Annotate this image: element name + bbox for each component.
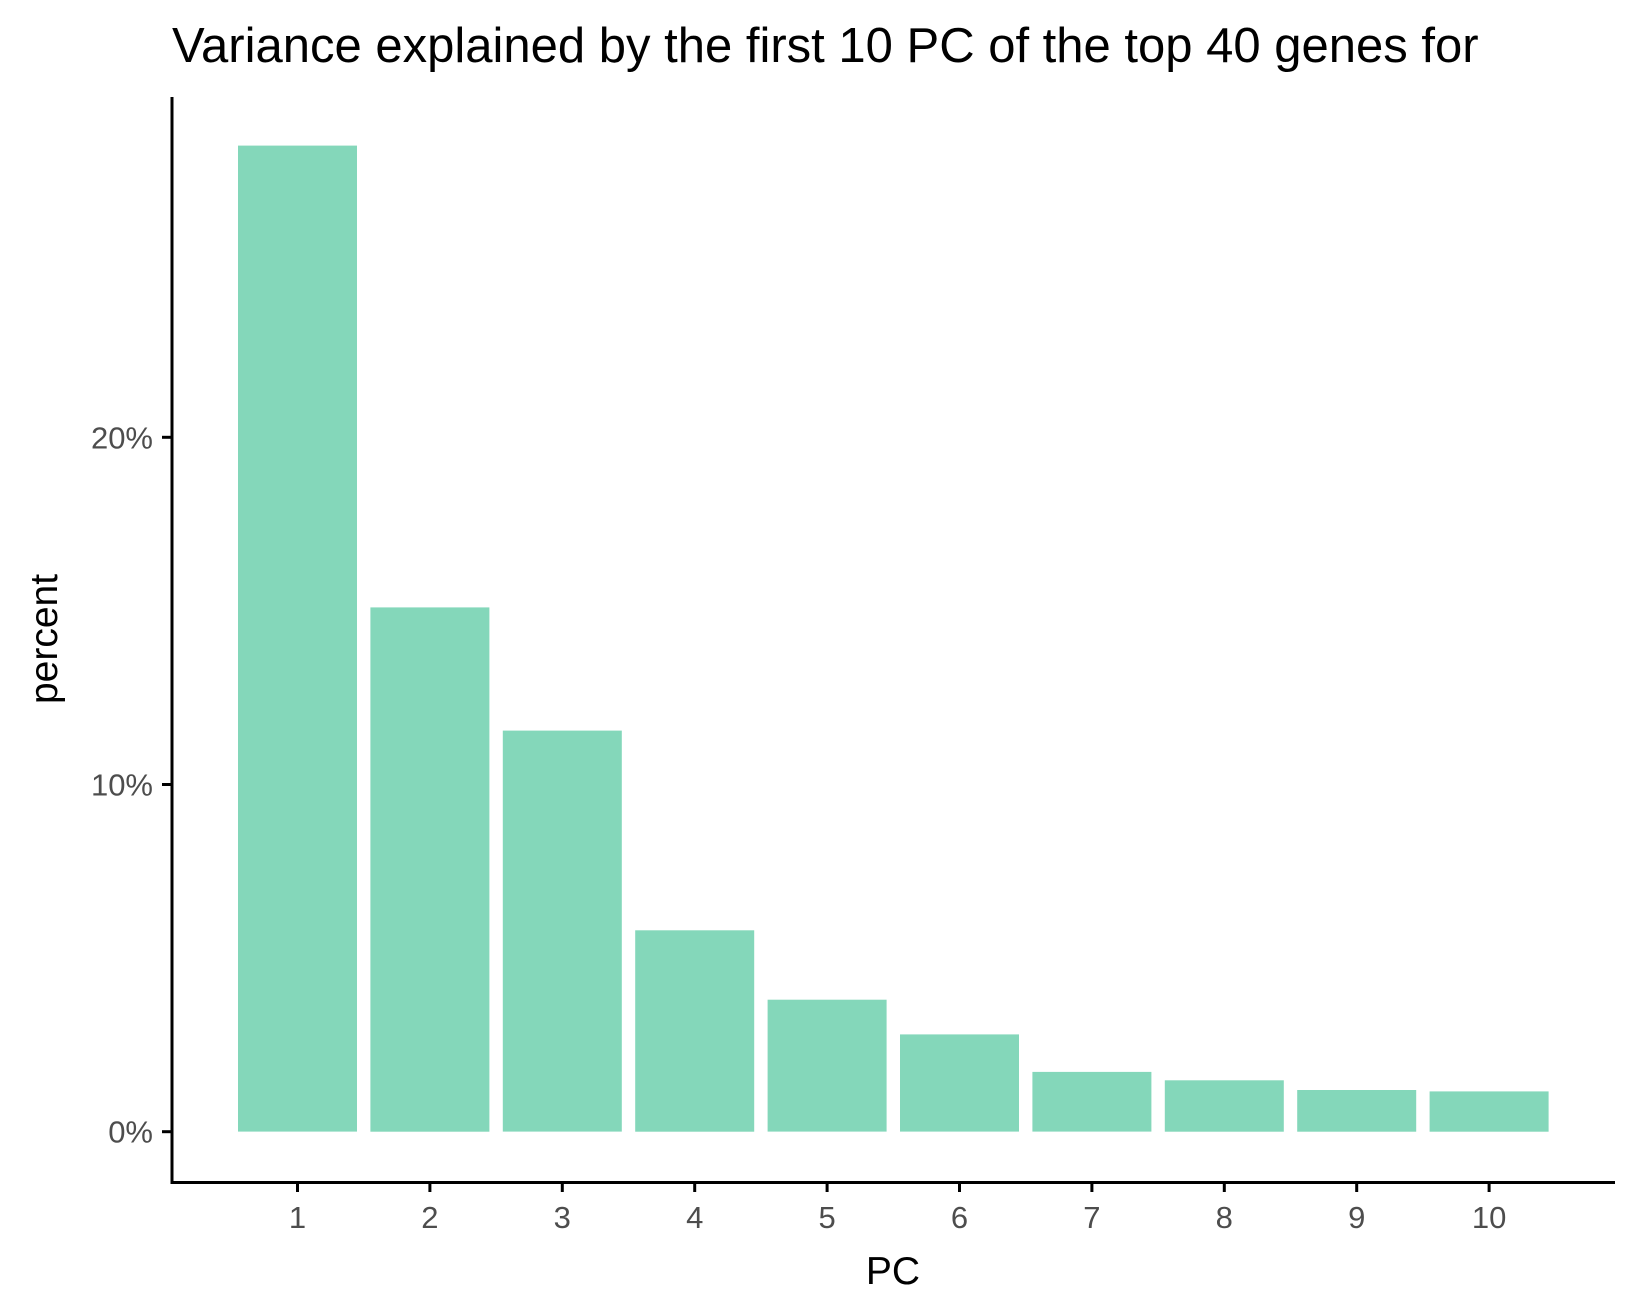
y-tick-label: 10% [91,768,153,803]
x-tick-label: 3 [554,1200,571,1235]
bar-pc-8 [1164,1080,1284,1132]
y-tick-label: 20% [91,420,153,455]
bar-pc-5 [767,999,887,1132]
x-tick-label: 9 [1348,1200,1365,1235]
bar-pc-9 [1297,1090,1417,1132]
y-ticks-group: 0% 10% 20% [91,420,172,1150]
x-tick-label: 5 [818,1200,835,1235]
x-tick-label: 1 [289,1200,306,1235]
bar-pc-3 [502,730,622,1132]
y-axis-title: percent [23,574,66,704]
x-tick-label: 10 [1472,1200,1506,1235]
x-tick-label: 6 [951,1200,968,1235]
bar-pc-7 [1032,1071,1152,1132]
bar-pc-2 [370,607,490,1132]
x-tick-label: 2 [421,1200,438,1235]
bars-group [238,145,1549,1132]
x-tick-label: 7 [1083,1200,1100,1235]
y-tick-label: 0% [108,1115,153,1150]
x-axis-title: PC [866,1250,920,1293]
x-tick-label: 8 [1216,1200,1233,1235]
bar-pc-1 [238,145,357,1132]
bar-pc-4 [635,930,755,1132]
bar-pc-10 [1429,1091,1549,1132]
chart-title: Variance explained by the first 10 PC of… [172,19,1479,73]
x-ticks-group: 1 2 3 4 5 6 7 8 9 10 [289,1182,1506,1235]
x-tick-label: 4 [686,1200,703,1235]
bar-pc-6 [900,1034,1019,1132]
